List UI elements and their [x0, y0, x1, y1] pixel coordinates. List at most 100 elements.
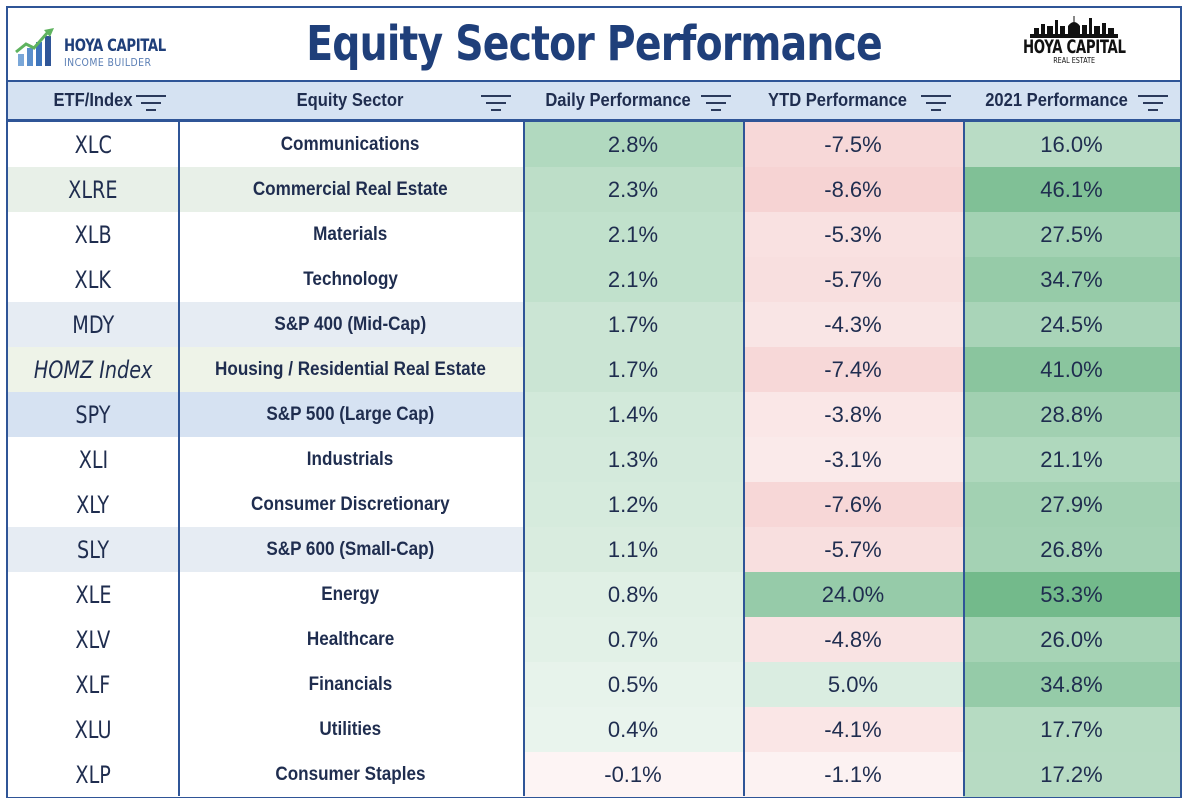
- etf-cell: XLK: [8, 257, 178, 302]
- etf-label: XLF: [75, 670, 111, 699]
- daily-performance-cell: 1.1%: [523, 527, 743, 572]
- ytd-performance-cell: -4.1%: [743, 707, 963, 752]
- ytd-performance-cell: 24.0%: [743, 572, 963, 617]
- performance-2021-cell: 17.7%: [963, 707, 1180, 752]
- daily-performance-cell: 2.3%: [523, 167, 743, 212]
- table-row: XLRE Commercial Real Estate 2.3% -8.6% 46.1%: [8, 167, 1180, 212]
- sector-label: Financials: [308, 673, 393, 695]
- sector-cell: Healthcare: [178, 617, 523, 662]
- ytd-performance-cell: -4.8%: [743, 617, 963, 662]
- performance-2021-cell: 26.0%: [963, 617, 1180, 662]
- column-header-daily[interactable]: Daily Performance: [523, 82, 743, 119]
- hoya-real-estate-logo: HOYA CAPITAL REAL ESTATE: [1023, 14, 1126, 78]
- performance-2021-cell: 27.5%: [963, 212, 1180, 257]
- sector-label: S&P 400 (Mid-Cap): [274, 313, 427, 335]
- daily-performance-cell: 1.7%: [523, 347, 743, 392]
- etf-label: XLP: [75, 760, 111, 789]
- sector-label: Consumer Staples: [275, 763, 426, 785]
- etf-cell: XLB: [8, 212, 178, 257]
- table-row: XLB Materials 2.1% -5.3% 27.5%: [8, 212, 1180, 257]
- sector-cell: S&P 500 (Large Cap): [178, 392, 523, 437]
- etf-label: MDY: [71, 310, 115, 339]
- daily-performance-cell: 1.2%: [523, 482, 743, 527]
- etf-cell: XLC: [8, 122, 178, 167]
- sector-cell: Financials: [178, 662, 523, 707]
- sector-label: S&P 500 (Large Cap): [266, 403, 435, 425]
- etf-label: XLU: [74, 715, 112, 744]
- daily-performance-cell: 0.8%: [523, 572, 743, 617]
- etf-label: XLE: [74, 580, 111, 609]
- daily-performance-cell: 0.4%: [523, 707, 743, 752]
- ytd-performance-cell: -5.7%: [743, 527, 963, 572]
- column-header-label: ETF/Index: [53, 90, 133, 110]
- column-divider: [523, 122, 525, 796]
- table-row: XLE Energy 0.8% 24.0% 53.3%: [8, 572, 1180, 617]
- performance-2021-cell: 26.8%: [963, 527, 1180, 572]
- daily-performance-cell: 1.7%: [523, 302, 743, 347]
- logo-left-line1: HOYA CAPITAL: [64, 36, 166, 56]
- column-header-sector[interactable]: Equity Sector: [178, 82, 523, 119]
- etf-label: HOMZ Index: [33, 355, 153, 384]
- sector-label: S&P 600 (Small-Cap): [266, 538, 435, 560]
- performance-2021-cell: 34.7%: [963, 257, 1180, 302]
- table-body: XLC Communications 2.8% -7.5% 16.0% XLRE Comme…: [8, 122, 1180, 797]
- sector-cell: Communications: [178, 122, 523, 167]
- etf-cell: MDY: [8, 302, 178, 347]
- ytd-performance-cell: -4.3%: [743, 302, 963, 347]
- etf-cell: XLRE: [8, 167, 178, 212]
- logo-left-line2: INCOME BUILDER: [64, 56, 152, 69]
- table-row: SPY S&P 500 (Large Cap) 1.4% -3.8% 28.8%: [8, 392, 1180, 437]
- sector-label: Materials: [313, 223, 388, 245]
- sector-cell: Housing / Residential Real Estate: [178, 347, 523, 392]
- performance-2021-cell: 24.5%: [963, 302, 1180, 347]
- sector-label: Healthcare: [306, 628, 395, 650]
- etf-cell: XLV: [8, 617, 178, 662]
- sector-cell: Materials: [178, 212, 523, 257]
- performance-2021-cell: 17.2%: [963, 752, 1180, 797]
- table-row: SLY S&P 600 (Small-Cap) 1.1% -5.7% 26.8%: [8, 527, 1180, 572]
- filter-icon[interactable]: [701, 95, 731, 111]
- column-header-2021[interactable]: 2021 Performance: [963, 82, 1180, 119]
- column-header-label: Equity Sector: [297, 90, 404, 110]
- ytd-performance-cell: -5.3%: [743, 212, 963, 257]
- etf-label: XLY: [76, 490, 110, 519]
- table-row: XLY Consumer Discretionary 1.2% -7.6% 27.9%: [8, 482, 1180, 527]
- sector-label: Housing / Residential Real Estate: [215, 358, 486, 380]
- sector-cell: Utilities: [178, 707, 523, 752]
- etf-cell: SPY: [8, 392, 178, 437]
- etf-cell: XLU: [8, 707, 178, 752]
- etf-cell: SLY: [8, 527, 178, 572]
- sector-cell: Consumer Staples: [178, 752, 523, 797]
- etf-label: SPY: [75, 400, 111, 429]
- ytd-performance-cell: -3.8%: [743, 392, 963, 437]
- filter-icon[interactable]: [921, 95, 951, 111]
- ytd-performance-cell: -1.1%: [743, 752, 963, 797]
- table-row: XLU Utilities 0.4% -4.1% 17.7%: [8, 707, 1180, 752]
- daily-performance-cell: 2.1%: [523, 257, 743, 302]
- etf-cell: XLF: [8, 662, 178, 707]
- table-row: XLC Communications 2.8% -7.5% 16.0%: [8, 122, 1180, 167]
- column-header-label: 2021 Performance: [985, 90, 1128, 110]
- sector-label: Energy: [321, 583, 380, 605]
- ytd-performance-cell: -7.5%: [743, 122, 963, 167]
- table-row: XLV Healthcare 0.7% -4.8% 26.0%: [8, 617, 1180, 662]
- performance-2021-cell: 53.3%: [963, 572, 1180, 617]
- ytd-performance-cell: -5.7%: [743, 257, 963, 302]
- etf-cell: XLI: [8, 437, 178, 482]
- column-divider: [743, 122, 745, 796]
- table-row: XLF Financials 0.5% 5.0% 34.8%: [8, 662, 1180, 707]
- filter-icon[interactable]: [1138, 95, 1168, 111]
- table-row: XLI Industrials 1.3% -3.1% 21.1%: [8, 437, 1180, 482]
- sector-label: Commercial Real Estate: [253, 178, 448, 200]
- etf-label: XLC: [74, 130, 112, 159]
- ytd-performance-cell: -7.6%: [743, 482, 963, 527]
- sector-cell: Industrials: [178, 437, 523, 482]
- column-header-ytd[interactable]: YTD Performance: [743, 82, 963, 119]
- column-header-etf[interactable]: ETF/Index: [8, 82, 178, 119]
- daily-performance-cell: 0.5%: [523, 662, 743, 707]
- filter-icon[interactable]: [136, 95, 166, 111]
- filter-icon[interactable]: [481, 95, 511, 111]
- daily-performance-cell: 2.1%: [523, 212, 743, 257]
- etf-cell: XLP: [8, 752, 178, 797]
- ytd-performance-cell: -7.4%: [743, 347, 963, 392]
